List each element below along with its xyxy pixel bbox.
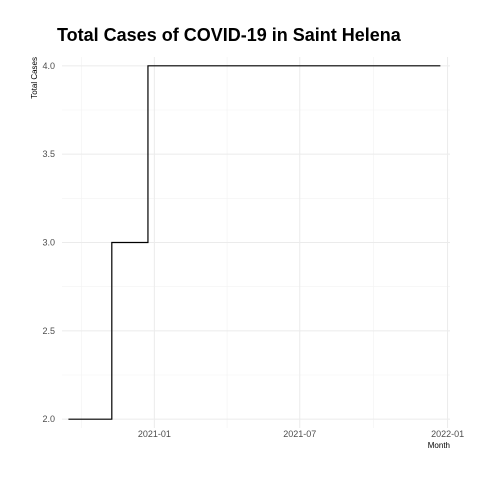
y-tick-label: 2.5: [42, 326, 55, 336]
y-tick-label: 3.0: [42, 238, 55, 248]
x-tick-label: 2021-07: [283, 429, 316, 439]
series-line: [68, 65, 441, 420]
x-tick-label: 2022-01: [431, 429, 464, 439]
y-tick-label: 3.5: [42, 149, 55, 159]
chart-title: Total Cases of COVID-19 in Saint Helena: [57, 25, 401, 45]
x-axis-title: Month: [428, 441, 450, 450]
y-tick-label: 4.0: [42, 61, 55, 71]
y-axis-title: Total Cases: [30, 57, 39, 99]
y-tick-label: 2.0: [42, 414, 55, 424]
x-tick-label: 2021-01: [138, 429, 171, 439]
